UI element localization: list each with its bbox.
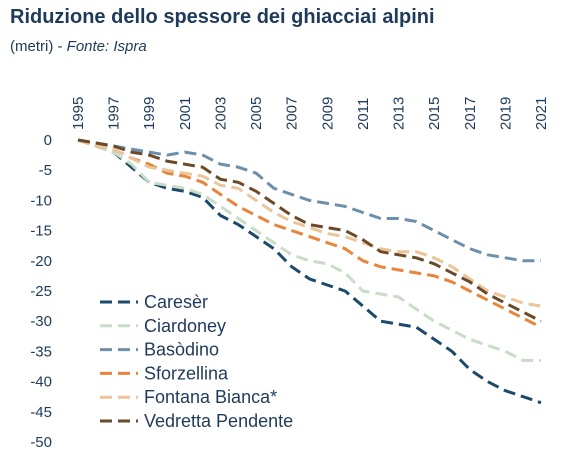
x-tick-label: 2009 — [319, 97, 336, 130]
chart-subtitle: (metri) - Fonte: Ispra — [10, 38, 147, 55]
x-tick-label: 1995 — [70, 97, 87, 130]
y-tick-label: -50 — [30, 434, 52, 451]
x-tick-label: 2001 — [177, 97, 194, 130]
y-tick-label: -10 — [30, 192, 52, 209]
subtitle-source: Fonte: Ispra — [66, 38, 147, 55]
x-tick-label: 1999 — [141, 97, 158, 130]
x-tick-label: 1997 — [106, 97, 123, 130]
x-tick-label: 2011 — [355, 98, 372, 130]
chart-title: Riduzione dello spessore dei ghiacciai a… — [10, 6, 435, 28]
x-tick-label: 2017 — [462, 97, 479, 130]
y-tick-label: -5 — [39, 162, 52, 179]
y-tick-label: -45 — [30, 404, 52, 421]
legend-label: Sforzellina — [144, 363, 229, 383]
series-line-4 — [77, 138, 542, 308]
series-line-2 — [77, 138, 541, 263]
y-tick-label: -30 — [30, 313, 52, 330]
legend-label: Caresèr — [144, 292, 208, 312]
subtitle-unit: (metri) - — [10, 38, 67, 55]
legend-label: Basòdino — [144, 340, 219, 360]
x-tick-label: 2013 — [391, 97, 408, 130]
y-tick-label: -25 — [30, 283, 52, 300]
legend-label: Fontana Bianca* — [144, 387, 277, 407]
x-tick-label: 2003 — [212, 97, 229, 130]
legend-label: Vedretta Pendente — [144, 411, 293, 431]
series-line-1 — [77, 138, 541, 362]
y-tick-label: 0 — [44, 132, 52, 149]
y-tick-label: -15 — [30, 223, 52, 240]
x-tick-label: 2005 — [248, 97, 265, 130]
x-tick-label: 2007 — [284, 97, 301, 130]
x-tick-label: 2019 — [497, 97, 514, 130]
series-line-5 — [77, 138, 542, 323]
legend-label: Ciardoney — [144, 316, 226, 336]
x-tick-label: 2015 — [426, 97, 443, 130]
y-tick-label: -40 — [30, 374, 52, 391]
x-tick-label: 2021 — [533, 97, 550, 130]
y-tick-label: -20 — [30, 253, 52, 270]
y-tick-label: -35 — [30, 343, 52, 360]
